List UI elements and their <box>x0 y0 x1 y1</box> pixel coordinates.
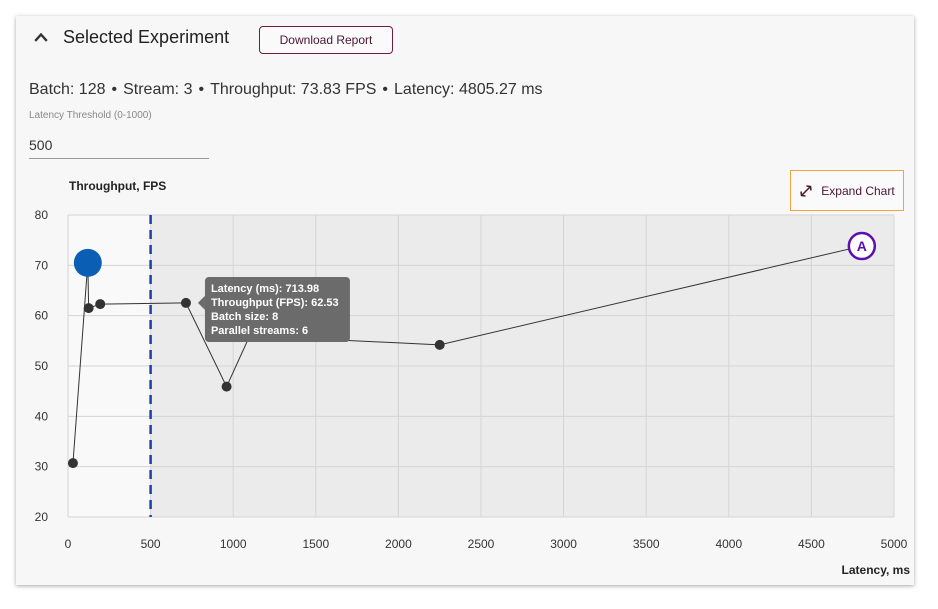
selected-point-marker: A <box>847 231 877 261</box>
y-tick-label: 20 <box>35 510 49 524</box>
experiment-summary: Batch: 128 • Stream: 3 • Throughput: 73.83 F… <box>29 81 543 99</box>
selected-point-label: A <box>857 238 867 254</box>
chevron-up-icon[interactable] <box>34 30 48 44</box>
x-axis-label: Latency, ms <box>842 563 911 577</box>
y-tick-label: 60 <box>35 309 49 323</box>
latency-threshold-input[interactable] <box>29 132 209 159</box>
download-report-button[interactable]: Download Report <box>259 26 393 54</box>
x-tick-label: 4500 <box>798 537 825 551</box>
data-point <box>180 297 191 308</box>
data-point <box>221 381 232 392</box>
data-point <box>67 458 78 469</box>
tooltip-line: Throughput (FPS): 62.53 <box>211 297 339 309</box>
x-tick-label: 2000 <box>385 537 412 551</box>
y-axis-label: Throughput, FPS <box>69 179 166 193</box>
summary-stream: Stream: 3 <box>123 81 193 98</box>
y-tick-label: 40 <box>35 409 49 423</box>
y-tick-label: 70 <box>35 258 49 272</box>
data-point <box>434 339 445 350</box>
x-tick-label: 2500 <box>468 537 495 551</box>
expand-diagonal-icon <box>800 184 813 197</box>
x-tick-label: 1000 <box>220 537 247 551</box>
selected-point-circle <box>847 231 877 261</box>
summary-latency: Latency: 4805.27 ms <box>394 81 543 98</box>
panel-header: Selected Experiment Download Report <box>16 16 914 64</box>
panel-title: Selected Experiment <box>63 27 230 47</box>
x-tick-label: 3000 <box>550 537 577 551</box>
data-point <box>83 303 94 314</box>
summary-separator: • <box>111 81 118 98</box>
tooltip-arrow <box>197 295 205 310</box>
x-tick-label: 5000 <box>881 537 908 551</box>
summary-throughput: Throughput: 73.83 FPS <box>210 81 377 98</box>
summary-separator: • <box>198 81 205 98</box>
y-tick-label: 50 <box>35 359 49 373</box>
expand-chart-label: Expand Chart <box>821 183 895 198</box>
data-point-tooltip: Latency (ms): 713.98 Throughput (FPS): 62… <box>197 277 350 342</box>
data-point <box>95 299 106 310</box>
summary-batch: Batch: 128 <box>29 81 106 98</box>
tooltip-background <box>204 277 350 342</box>
x-tick-label: 3500 <box>633 537 660 551</box>
x-tick-label: 1500 <box>302 537 329 551</box>
x-tick-label: 4000 <box>715 537 742 551</box>
x-tick-label: 0 <box>65 537 72 551</box>
y-tick-label: 80 <box>35 208 49 222</box>
highlighted-data-point <box>73 248 102 277</box>
latency-threshold-label: Latency Threshold (0-1000) <box>29 110 152 121</box>
summary-separator: • <box>382 81 389 98</box>
expand-chart-button[interactable]: Expand Chart <box>790 170 904 211</box>
x-tick-label: 500 <box>141 537 161 551</box>
tooltip-line: Latency (ms): 713.98 <box>211 283 319 295</box>
tooltip-line: Batch size: 8 <box>211 311 278 323</box>
tooltip-line: Parallel streams: 6 <box>211 325 308 337</box>
y-tick-label: 30 <box>35 460 49 474</box>
